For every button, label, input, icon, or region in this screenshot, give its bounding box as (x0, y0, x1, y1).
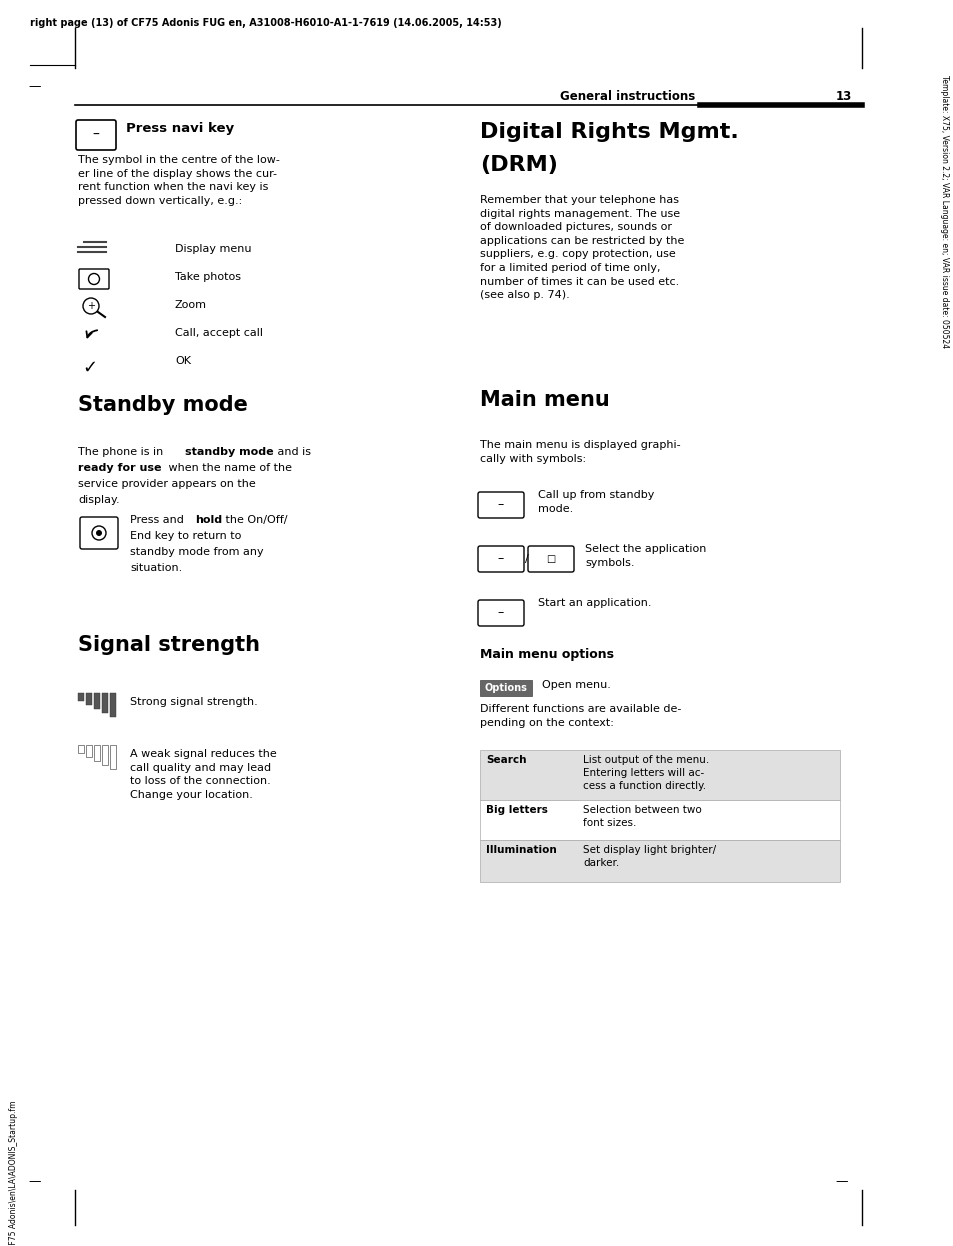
Text: Start an application.: Start an application. (537, 598, 651, 608)
Text: standby mode from any: standby mode from any (130, 547, 263, 557)
Text: The main menu is displayed graphi-
cally with symbols:: The main menu is displayed graphi- cally… (479, 440, 679, 464)
Text: (DRM): (DRM) (479, 155, 558, 174)
Circle shape (96, 530, 102, 536)
Text: Remember that your telephone has
digital rights management. The use
of downloade: Remember that your telephone has digital… (479, 196, 683, 300)
Text: Selection between two
font sizes.: Selection between two font sizes. (582, 805, 701, 829)
Text: –: – (497, 607, 503, 619)
Text: display.: display. (78, 495, 119, 505)
FancyBboxPatch shape (80, 517, 118, 549)
Text: © Siemens AG 2004, E:\Auftrag\Siemens\MobilePhones\CF75 Adonis\en\LA\ADONIS_Star: © Siemens AG 2004, E:\Auftrag\Siemens\Mo… (9, 1100, 18, 1246)
Text: —: — (834, 1175, 846, 1187)
Text: Different functions are available de-
pending on the context:: Different functions are available de- pe… (479, 704, 680, 728)
Bar (78, 745, 84, 753)
Text: Press navi key: Press navi key (126, 122, 233, 135)
Text: Take photos: Take photos (174, 272, 241, 282)
Text: Options: Options (484, 683, 527, 693)
Text: Main menu: Main menu (479, 390, 609, 410)
Bar (479, 800, 840, 840)
Text: Template: X75, Version 2.2; VAR Language: en; VAR issue date: 050524: Template: X75, Version 2.2; VAR Language… (939, 75, 948, 348)
Bar (102, 693, 108, 713)
Text: Display menu: Display menu (174, 244, 252, 254)
Text: The symbol in the centre of the low-
er line of the display shows the cur-
rent : The symbol in the centre of the low- er … (78, 155, 279, 206)
Text: when the name of the: when the name of the (165, 464, 292, 473)
Text: right page (13) of CF75 Adonis FUG en, A31008-H6010-A1-1-7619 (14.06.2005, 14:53: right page (13) of CF75 Adonis FUG en, A… (30, 17, 501, 27)
FancyBboxPatch shape (477, 492, 523, 518)
Text: Standby mode: Standby mode (78, 395, 248, 415)
Text: Strong signal strength.: Strong signal strength. (130, 697, 257, 706)
Text: and is: and is (274, 447, 311, 457)
Text: OK: OK (174, 356, 191, 366)
Text: the On/Off/: the On/Off/ (222, 515, 287, 525)
FancyBboxPatch shape (79, 269, 109, 289)
Text: Illumination: Illumination (485, 845, 557, 855)
Bar (479, 840, 840, 882)
Text: Digital Rights Mgmt.: Digital Rights Mgmt. (479, 122, 738, 142)
Text: +: + (87, 302, 95, 312)
Text: The phone is in: The phone is in (78, 447, 167, 457)
Text: A weak signal reduces the
call quality and may lead
to loss of the connection.
C: A weak signal reduces the call quality a… (130, 749, 276, 800)
Bar (94, 693, 100, 709)
Text: End key to return to: End key to return to (130, 531, 241, 541)
FancyBboxPatch shape (527, 546, 574, 572)
Text: ready for use: ready for use (78, 464, 161, 473)
Text: Open menu.: Open menu. (541, 680, 610, 690)
Text: Set display light brighter/
darker.: Set display light brighter/ darker. (582, 845, 716, 868)
Bar (110, 745, 116, 769)
Text: situation.: situation. (130, 563, 182, 573)
Bar (78, 693, 84, 701)
Text: Call, accept call: Call, accept call (174, 328, 263, 338)
Text: —: — (28, 80, 40, 93)
Text: Big letters: Big letters (485, 805, 547, 815)
Text: hold: hold (194, 515, 222, 525)
Bar (86, 745, 91, 758)
Text: List output of the menu.
Entering letters will ac-
cess a function directly.: List output of the menu. Entering letter… (582, 755, 708, 791)
Text: Select the application
symbols.: Select the application symbols. (584, 545, 705, 568)
Text: ✓: ✓ (82, 359, 97, 378)
FancyBboxPatch shape (477, 601, 523, 625)
Text: /: / (524, 554, 528, 564)
Text: —: — (28, 1175, 40, 1187)
Text: General instructions: General instructions (559, 90, 695, 103)
Text: –: – (497, 552, 503, 566)
Text: –: – (497, 498, 503, 512)
Bar (479, 680, 532, 697)
FancyBboxPatch shape (477, 546, 523, 572)
Bar (94, 745, 100, 761)
Text: standby mode: standby mode (185, 447, 274, 457)
Text: Signal strength: Signal strength (78, 635, 260, 655)
FancyBboxPatch shape (76, 120, 116, 150)
Bar (479, 750, 840, 800)
Text: Search: Search (485, 755, 526, 765)
Text: Main menu options: Main menu options (479, 648, 614, 660)
Text: Press and: Press and (130, 515, 187, 525)
Bar (102, 745, 108, 765)
Text: Call up from standby
mode.: Call up from standby mode. (537, 490, 654, 513)
Text: 13: 13 (835, 90, 851, 103)
Text: service provider appears on the: service provider appears on the (78, 478, 255, 488)
Bar (110, 693, 116, 716)
Text: Zoom: Zoom (174, 300, 207, 310)
Text: □: □ (546, 554, 555, 564)
Bar (86, 693, 91, 705)
Text: –: – (92, 128, 99, 142)
